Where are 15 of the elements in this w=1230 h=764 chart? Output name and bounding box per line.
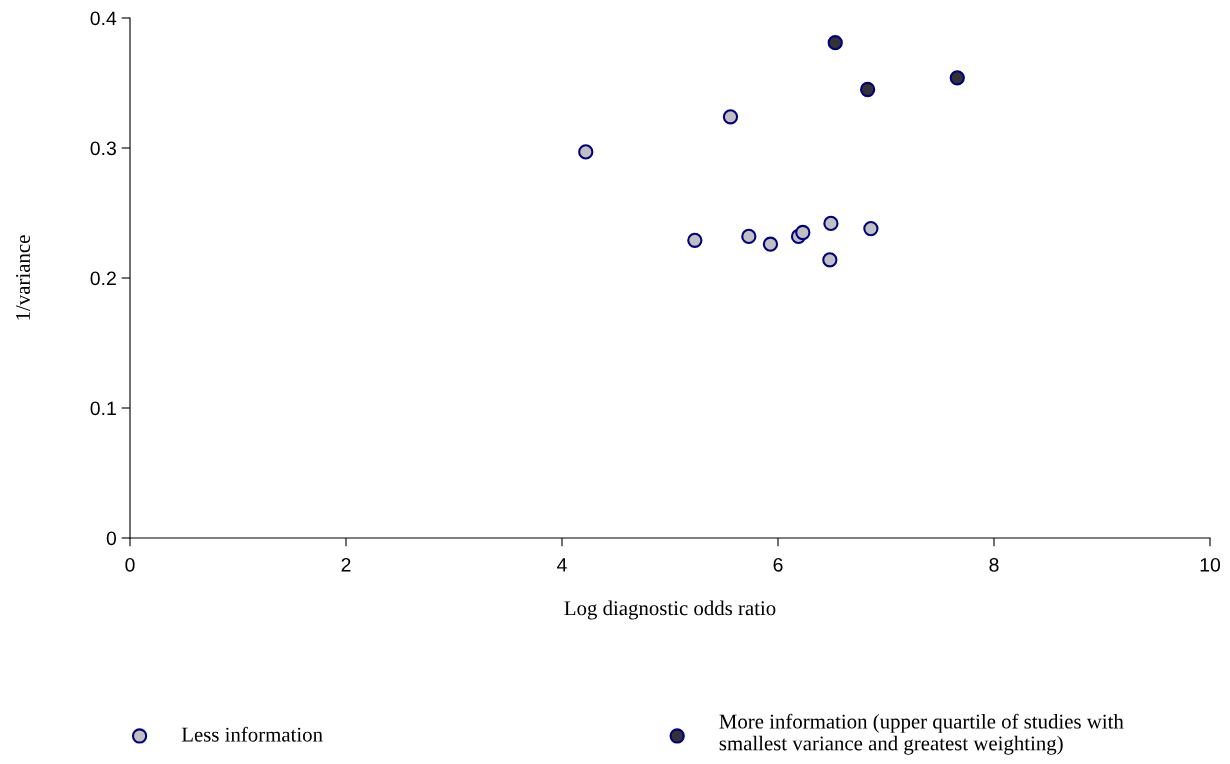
y-tick-label: 0.2 xyxy=(90,271,116,286)
x-tick-label: 6 xyxy=(773,557,783,572)
y-tick-label: 0.3 xyxy=(90,141,116,156)
x-tick-label: 2 xyxy=(341,557,351,572)
y-tick-label: 0.1 xyxy=(90,401,116,416)
y-tick-label: 0.4 xyxy=(90,11,117,26)
x-tick-label: 10 xyxy=(1200,557,1221,572)
y-tick-label: 0 xyxy=(106,531,117,546)
x-axis-title: Log diagnostic odds ratio xyxy=(564,600,776,620)
x-tick-label: 4 xyxy=(557,558,567,572)
legend-label: Less information xyxy=(181,726,323,742)
legend-label: More information (upper quartile of studies with smallest variance and greatest weighting) xyxy=(719,713,1124,755)
x-tick-label: 8 xyxy=(989,557,999,572)
y-axis-title: 1/variance xyxy=(15,235,30,320)
x-tick-label: 0 xyxy=(125,557,135,572)
